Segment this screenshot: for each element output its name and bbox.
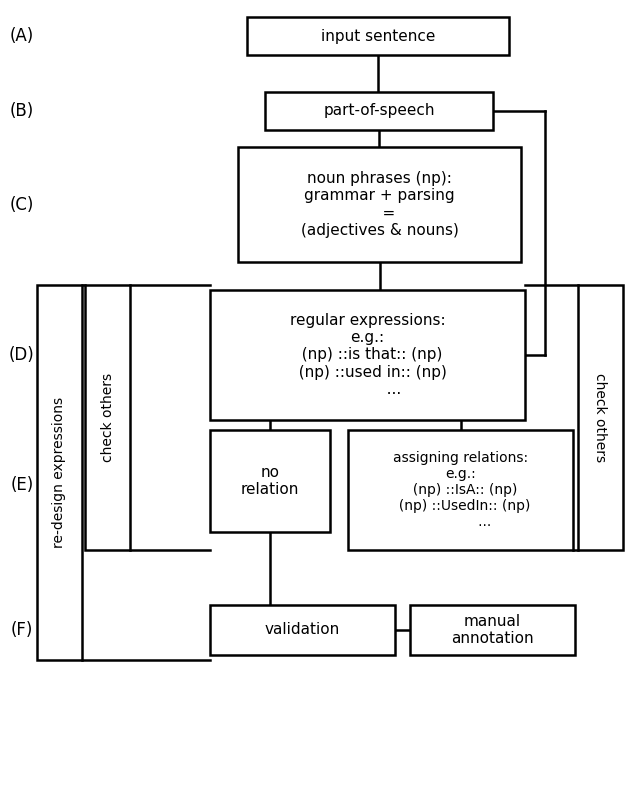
Text: validation: validation: [265, 623, 340, 637]
Text: (F): (F): [11, 621, 33, 639]
Bar: [578, 285, 623, 550]
Bar: [210, 290, 525, 420]
Text: (D): (D): [9, 346, 35, 364]
Text: (C): (C): [10, 195, 34, 214]
Bar: [85, 285, 130, 550]
Bar: [348, 430, 573, 550]
Bar: [37, 285, 82, 660]
Bar: [210, 430, 330, 532]
Bar: [265, 92, 493, 130]
Bar: [210, 605, 395, 655]
Text: input sentence: input sentence: [321, 28, 435, 44]
Text: manual
annotation: manual annotation: [451, 614, 534, 646]
Text: no
relation: no relation: [241, 465, 299, 497]
Bar: [410, 605, 575, 655]
Text: check others: check others: [593, 373, 607, 462]
Text: regular expressions:
e.g.:
  (np) ::is that:: (np)
  (np) ::used in:: (np)
     : regular expressions: e.g.: (np) ::is tha…: [288, 313, 447, 397]
Text: noun phrases (np):
grammar + parsing
    =
(adjectives & nouns): noun phrases (np): grammar + parsing = (…: [300, 171, 459, 238]
Bar: [247, 17, 509, 55]
Text: (A): (A): [10, 27, 34, 45]
Text: check others: check others: [101, 373, 114, 462]
Text: re-design expressions: re-design expressions: [52, 397, 66, 548]
Text: (B): (B): [10, 102, 34, 120]
Text: assigning relations:
e.g.:
  (np) ::IsA:: (np)
  (np) ::UsedIn:: (np)
          : assigning relations: e.g.: (np) ::IsA:: …: [390, 450, 531, 530]
Bar: [238, 147, 521, 262]
Text: (E): (E): [10, 476, 34, 494]
Text: part-of-speech: part-of-speech: [323, 104, 434, 118]
